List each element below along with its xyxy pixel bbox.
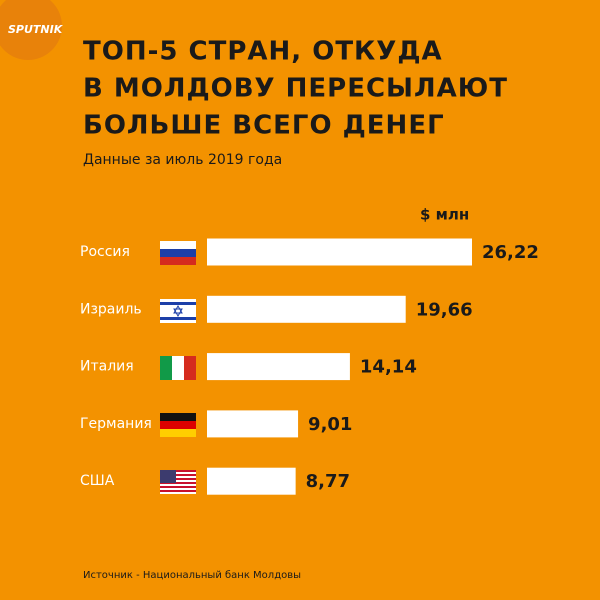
category-label: Россия xyxy=(80,244,130,260)
value-label: 26,22 xyxy=(482,242,539,263)
category-label: Израиль xyxy=(80,301,142,317)
bar xyxy=(207,410,299,438)
value-label: 19,66 xyxy=(416,299,473,320)
chart-title: В МОЛДОВУ ПЕРЕСЫЛАЮТ xyxy=(83,74,508,104)
category-label: Италия xyxy=(80,359,134,375)
bar xyxy=(207,467,296,495)
flag-italy xyxy=(160,356,196,380)
subtitle: Данные за июль 2019 года xyxy=(83,152,282,168)
flag-germany xyxy=(160,413,196,437)
chart-title: БОЛЬШЕ ВСЕГО ДЕНЕГ xyxy=(83,111,445,141)
value-label: 9,01 xyxy=(308,414,352,435)
category-label: Германия xyxy=(80,416,152,432)
bar xyxy=(207,238,472,266)
unit-label: $ млн xyxy=(420,206,469,224)
bar xyxy=(207,295,406,323)
value-label: 8,77 xyxy=(306,471,350,492)
category-label: США xyxy=(80,473,115,489)
logo: SPUTNIK xyxy=(8,23,64,36)
flag-usa xyxy=(160,470,196,494)
bar xyxy=(207,353,350,381)
value-label: 14,14 xyxy=(360,357,417,378)
flag-israel xyxy=(160,299,196,323)
source: Источник - Национальный банк Молдовы xyxy=(83,570,301,581)
chart-title: ТОП-5 СТРАН, ОТКУДА xyxy=(83,37,443,67)
logo-circle xyxy=(0,0,62,60)
flag-russia xyxy=(160,241,196,265)
